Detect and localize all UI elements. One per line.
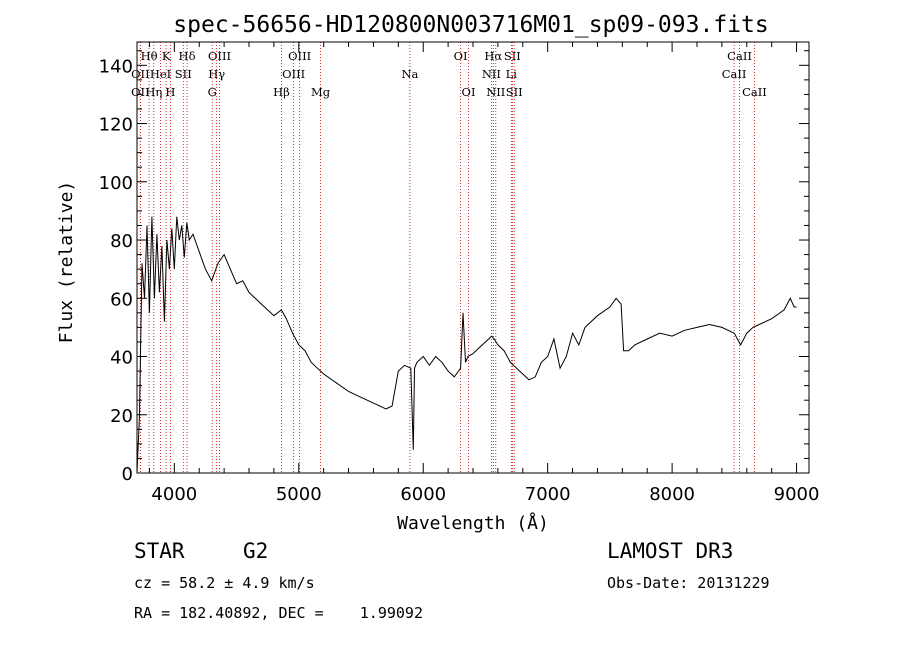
- y-tick-label: 120: [99, 115, 133, 136]
- redshift-readout: cz = 58.2 ± 4.9 km/s: [134, 574, 315, 592]
- x-tick-label: 7000: [525, 484, 571, 505]
- spectral-line-label: OII: [131, 85, 150, 99]
- y-axis-ticks: 0 20 40 60 80 100 120 140: [99, 50, 809, 485]
- y-tick-label: 80: [110, 231, 133, 252]
- x-tick-label: 5000: [276, 484, 322, 505]
- spectral-line-label: Hη: [145, 85, 162, 99]
- y-tick-label: 20: [110, 406, 133, 427]
- spectral-line-label: G: [208, 85, 217, 99]
- spectral-line-markers: Hθ OII OII K HeI Hη H Hδ SII OIII Hγ G OIII OIII Hβ Mg N…: [131, 42, 767, 473]
- y-axis-label: Flux (relative): [56, 181, 77, 344]
- x-axis-label: Wavelength (Å): [397, 512, 549, 534]
- spectral-line-label: OI: [454, 49, 468, 63]
- y-tick-label: 100: [99, 173, 133, 194]
- spectral-line-label: SII: [506, 85, 523, 99]
- spectral-line-label: CaII: [727, 49, 752, 63]
- survey-name: LAMOST DR3: [607, 539, 734, 563]
- spectral-line-label: Hγ: [208, 67, 225, 81]
- spectral-line-label: SII: [504, 49, 521, 63]
- object-subclass: G2: [243, 539, 269, 563]
- obs-date: Obs-Date: 20131229: [607, 574, 770, 592]
- spectral-line-label: Hθ: [141, 49, 158, 63]
- y-tick-label: 40: [110, 348, 133, 369]
- spectral-line-label: NII: [486, 85, 505, 99]
- spectrum-series: [136, 216, 797, 474]
- spectral-line-label: OI: [462, 85, 476, 99]
- spectral-line-label: OIII: [288, 49, 311, 63]
- spectral-line-label: Hβ: [273, 85, 290, 99]
- spectral-line-label: OIII: [208, 49, 231, 63]
- spectral-line-label: Na: [401, 67, 418, 81]
- y-tick-label: 140: [99, 56, 133, 77]
- spectral-line-label: NII: [482, 67, 501, 81]
- spectral-line-label: CaII: [742, 85, 767, 99]
- x-tick-label: 9000: [774, 484, 820, 505]
- spectral-line-label: Hα: [484, 49, 502, 63]
- x-tick-label: 4000: [151, 484, 197, 505]
- spectral-line-label: Hδ: [179, 49, 196, 63]
- chart-title: spec-56656-HD120800N003716M01_sp09-093.f…: [173, 12, 768, 38]
- spectral-line-label: HeI: [150, 67, 171, 81]
- spectral-line-label: CaII: [722, 67, 747, 81]
- x-tick-label: 6000: [400, 484, 446, 505]
- y-tick-label: 0: [122, 464, 133, 485]
- coordinates: RA = 182.40892, DEC = 1.99092: [134, 604, 423, 622]
- x-axis-ticks: 4000 5000 6000 7000 8000 9000: [148, 42, 820, 505]
- object-class: STAR: [134, 539, 185, 563]
- spectral-line-label: Li: [506, 67, 518, 81]
- x-tick-label: 8000: [649, 484, 695, 505]
- spectral-line-label: OII: [131, 67, 150, 81]
- spectral-line-label: OIII: [282, 67, 305, 81]
- spectral-line-label: SII: [175, 67, 192, 81]
- plot-frame: [136, 41, 810, 474]
- spectral-line-label: Mg: [311, 85, 331, 99]
- y-tick-label: 60: [110, 289, 133, 310]
- spectral-line-label: H: [165, 85, 175, 99]
- spectral-line-label: K: [162, 49, 171, 63]
